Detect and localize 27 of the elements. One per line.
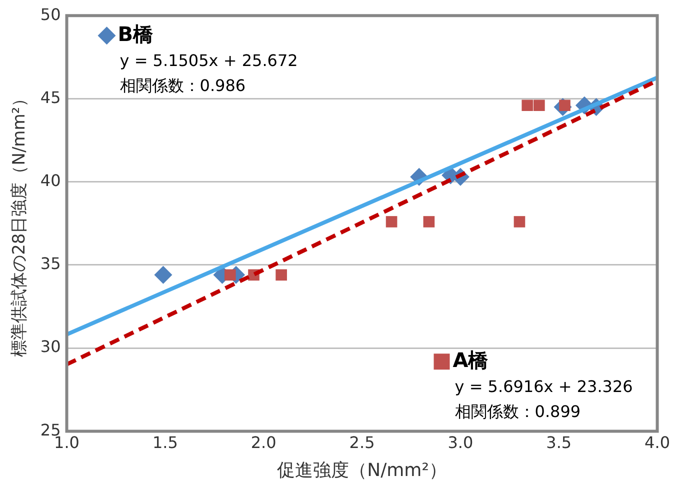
point (386, 216, 398, 228)
x-tick-label: 2.5 (349, 432, 375, 452)
x-tick-label: 3.0 (448, 432, 474, 452)
y-tick-label: 50 (40, 4, 61, 24)
point (423, 216, 435, 228)
x-tick-label: 1.5 (152, 432, 178, 452)
point (522, 100, 534, 112)
annotation: y = 5.6916x + 23.326 (454, 376, 633, 396)
y-axis-title: 標準供試体の28日強度（N/mm²） (10, 90, 30, 357)
legend-label: B橋 (118, 22, 154, 46)
point (534, 100, 545, 112)
x-axis-title: 促進強度（N/mm²） (277, 460, 447, 481)
annotation: 相関係数：0.986 (120, 76, 246, 95)
annotation: y = 5.1505x + 25.672 (120, 50, 298, 70)
annotation: 相関係数：0.899 (454, 402, 581, 421)
x-tick-label: 4.0 (644, 432, 670, 452)
point (514, 216, 526, 228)
y-tick-label: 40 (40, 170, 61, 190)
point (224, 269, 236, 281)
x-tick-label: 3.5 (546, 432, 572, 452)
y-tick-label: 35 (40, 254, 61, 274)
point (154, 266, 172, 284)
legend-label: A橋 (452, 348, 490, 372)
x-tick-label: 2.0 (250, 432, 276, 452)
point (276, 269, 287, 281)
y-tick-label: 45 (40, 88, 61, 107)
y-tick-label: 30 (40, 337, 61, 356)
